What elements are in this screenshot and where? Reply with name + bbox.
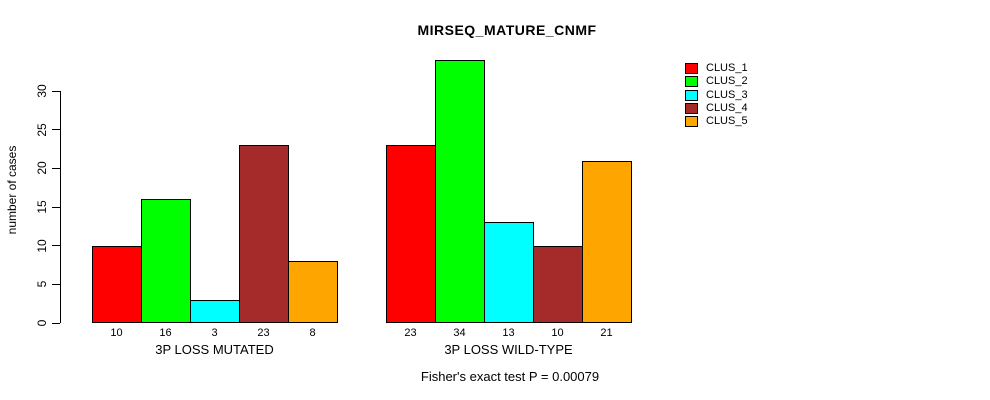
bar-value-label: 10 bbox=[110, 327, 123, 339]
y-tick bbox=[52, 167, 60, 169]
legend-swatch bbox=[685, 63, 698, 75]
y-axis-line bbox=[60, 91, 61, 323]
legend-label: CLUS_3 bbox=[706, 88, 748, 101]
bar bbox=[533, 246, 583, 323]
legend-swatch bbox=[685, 89, 698, 101]
y-axis-label: number of cases bbox=[5, 145, 19, 235]
legend-row: CLUS_1 bbox=[685, 62, 748, 75]
bar bbox=[288, 261, 338, 323]
bar-value-label: 16 bbox=[159, 327, 172, 339]
y-tick-label: 30 bbox=[35, 84, 49, 98]
bar bbox=[386, 145, 436, 323]
legend-label: CLUS_2 bbox=[706, 75, 748, 88]
legend-row: CLUS_4 bbox=[685, 102, 748, 115]
legend-swatch bbox=[685, 116, 698, 128]
legend-label: CLUS_4 bbox=[706, 102, 748, 115]
bar bbox=[239, 145, 289, 323]
y-tick bbox=[52, 129, 60, 131]
y-tick bbox=[52, 322, 60, 324]
legend-row: CLUS_3 bbox=[685, 89, 748, 102]
bar bbox=[435, 60, 485, 323]
bar-value-label: 8 bbox=[309, 327, 316, 339]
bar-value-label: 23 bbox=[404, 327, 417, 339]
legend-row: CLUS_5 bbox=[685, 115, 748, 128]
bar bbox=[92, 246, 142, 323]
legend-swatch bbox=[685, 76, 698, 88]
bar-value-label: 3 bbox=[211, 327, 218, 339]
bar-value-label: 10 bbox=[551, 327, 564, 339]
y-tick bbox=[52, 206, 60, 208]
group-label: 3P LOSS WILD-TYPE bbox=[444, 342, 573, 357]
bar-value-label: 34 bbox=[453, 327, 466, 339]
legend-swatch bbox=[685, 103, 698, 115]
y-tick-label: 25 bbox=[35, 122, 49, 137]
bar bbox=[582, 161, 632, 323]
legend: CLUS_1 CLUS_2 CLUS_3 CLUS_4 CLUS_5 bbox=[685, 62, 748, 128]
y-tick-label: 0 bbox=[35, 319, 49, 327]
legend-label: CLUS_5 bbox=[706, 115, 748, 128]
y-tick bbox=[52, 90, 60, 92]
y-tick bbox=[52, 283, 60, 285]
y-tick bbox=[52, 245, 60, 247]
bar-value-label: 13 bbox=[502, 327, 515, 339]
bar-value-label: 21 bbox=[600, 327, 613, 339]
y-tick-label: 5 bbox=[35, 280, 49, 288]
bar bbox=[484, 222, 534, 323]
chart-title: MIRSEQ_MATURE_CNMF bbox=[417, 22, 597, 38]
y-tick-label: 20 bbox=[35, 161, 49, 176]
fisher-test-note: Fisher's exact test P = 0.00079 bbox=[420, 369, 600, 384]
y-tick-label: 10 bbox=[35, 238, 49, 253]
bar-value-label: 23 bbox=[257, 327, 270, 339]
bar bbox=[190, 300, 240, 323]
y-tick-label: 15 bbox=[35, 200, 49, 214]
legend-row: CLUS_2 bbox=[685, 75, 748, 88]
bar bbox=[141, 199, 191, 323]
legend-label: CLUS_1 bbox=[706, 62, 748, 75]
group-label: 3P LOSS MUTATED bbox=[155, 342, 274, 357]
